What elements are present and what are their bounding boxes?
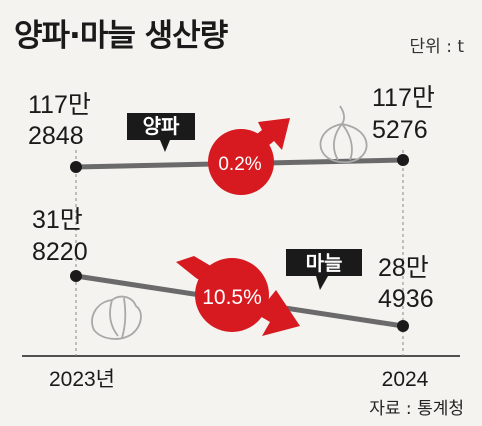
garlic-icon (91, 295, 142, 340)
onion-icon (319, 105, 368, 164)
onion-start-label-bottom: 2848 (28, 122, 84, 150)
unit-label: 단위 : t (409, 37, 464, 57)
onion-end-label-top: 117만 (372, 84, 435, 112)
garlic-change-value: 10.5% (202, 286, 262, 309)
garlic-start-label-top: 31만 (32, 206, 83, 234)
onion-point-2023 (70, 161, 82, 173)
onion-point-2024 (397, 154, 409, 166)
onion-end-label-bottom: 5276 (372, 116, 428, 144)
garlic-change-badge: 10.5% (176, 256, 300, 336)
garlic-end-label-bottom: 4936 (378, 285, 434, 313)
garlic-point-2024 (397, 320, 409, 332)
onion-series-name: 양파 (143, 115, 180, 138)
garlic-start-label-bottom: 8220 (32, 238, 88, 266)
source-note: 자료 : 통계청 (369, 399, 464, 419)
onion-change-badge: 0.2% (208, 118, 290, 195)
page-title: 양파·마늘 생산량 (14, 18, 228, 54)
onion-start-label-top: 117만 (28, 91, 91, 119)
onion-change-value: 0.2% (218, 154, 261, 175)
garlic-series-name: 마늘 (306, 252, 343, 275)
garlic-point-2023 (70, 270, 82, 282)
garlic-series-tag: 마늘 (286, 249, 362, 290)
x-tick-2023: 2023년 (49, 368, 115, 391)
onion-series-tag: 양파 (127, 113, 195, 152)
garlic-end-label-top: 28만 (378, 254, 429, 282)
x-tick-2024: 2024 (382, 368, 429, 391)
